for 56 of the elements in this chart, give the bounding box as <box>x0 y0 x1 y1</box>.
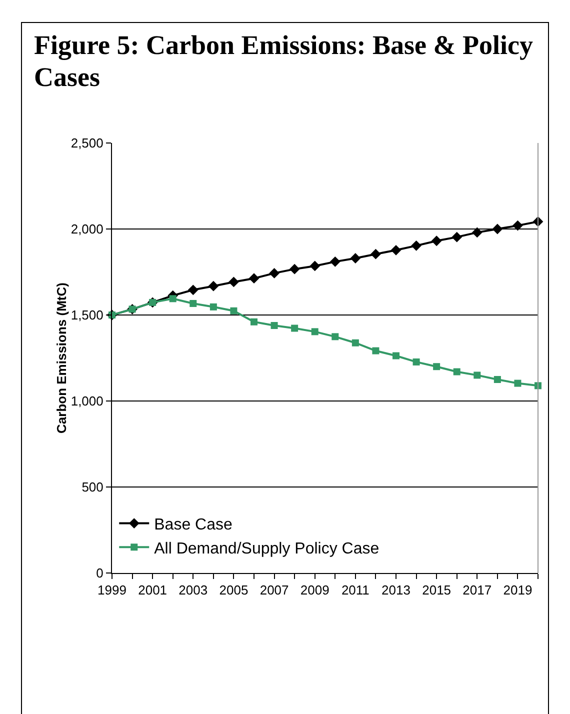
point <box>208 280 219 292</box>
y-tick-label: 2,500 <box>70 136 104 151</box>
x-tick-label: 2017 <box>462 582 492 598</box>
point <box>330 256 340 267</box>
point <box>310 260 320 272</box>
point <box>332 333 339 340</box>
x-tick-label: 1999 <box>98 582 126 598</box>
point <box>210 303 217 310</box>
point <box>494 376 501 383</box>
point <box>512 220 523 231</box>
y-tick-label: 1,500 <box>70 308 104 323</box>
x-tick-label: 2011 <box>341 582 370 598</box>
point <box>169 295 176 302</box>
point <box>452 232 462 242</box>
x-tick-label: 2007 <box>260 582 289 598</box>
point <box>228 276 239 288</box>
point <box>514 380 522 387</box>
point <box>291 324 298 332</box>
x-tick-label: 2013 <box>382 582 410 598</box>
y-tick-label: 500 <box>82 480 104 495</box>
y-tick-label: 1,000 <box>70 394 104 409</box>
point <box>370 248 381 260</box>
point <box>372 347 380 354</box>
point <box>350 253 361 264</box>
x-tick-label: 2001 <box>138 582 168 598</box>
point <box>411 240 422 251</box>
point <box>188 284 198 296</box>
legend-label: Base Case <box>154 516 232 534</box>
point <box>474 372 481 379</box>
point <box>352 339 359 346</box>
point <box>390 244 402 256</box>
point <box>431 236 442 246</box>
point <box>190 300 197 307</box>
point <box>269 268 280 278</box>
point <box>392 352 400 360</box>
legend-label: All Demand/Supply Policy Case <box>154 540 380 558</box>
x-tick-label: 2015 <box>422 582 452 598</box>
point <box>248 273 260 284</box>
point <box>472 227 482 238</box>
chart-title: Figure 5: Carbon Emissions: Base & Policy Cases <box>34 29 534 93</box>
point <box>289 264 300 274</box>
point <box>412 358 420 366</box>
point <box>433 363 440 370</box>
x-tick-label: 2003 <box>178 582 208 598</box>
y-axis-title: Carbon Emissions (MtC) <box>54 282 69 434</box>
point <box>311 328 318 336</box>
point <box>270 322 278 329</box>
y-tick-label: 2,000 <box>70 222 104 237</box>
point <box>250 318 258 326</box>
point <box>492 224 503 234</box>
x-tick-label: 2009 <box>300 582 330 598</box>
point <box>453 368 460 376</box>
x-tick-label: 2019 <box>503 582 532 598</box>
y-tick-label: 0 <box>96 566 104 581</box>
point <box>230 307 238 314</box>
x-tick-label: 2005 <box>219 582 248 598</box>
